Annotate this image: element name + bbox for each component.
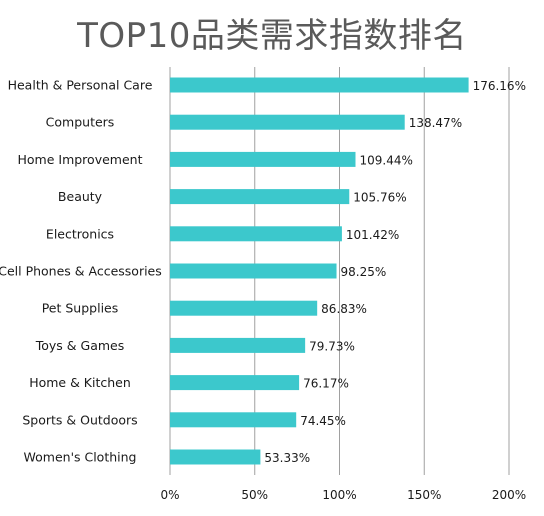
value-label: 74.45% xyxy=(300,414,346,428)
value-label: 98.25% xyxy=(341,265,387,279)
bar xyxy=(170,412,297,428)
bar xyxy=(170,300,318,316)
x-tick-label: 150% xyxy=(407,488,441,502)
category-label: Home Improvement xyxy=(18,152,143,167)
bar xyxy=(170,226,342,242)
bars xyxy=(170,77,469,465)
x-tick-label: 50% xyxy=(241,488,268,502)
bar xyxy=(170,263,337,279)
bar xyxy=(170,151,356,167)
bar xyxy=(170,77,469,93)
category-label: Toys & Games xyxy=(35,338,125,353)
x-tick-label: 0% xyxy=(160,488,179,502)
category-label: Health & Personal Care xyxy=(8,78,153,93)
value-label: 76.17% xyxy=(303,377,349,391)
category-labels: Health & Personal Care Computers Home Impr… xyxy=(0,78,162,465)
x-tick-label: 100% xyxy=(322,488,356,502)
chart-title: TOP10品类需求指数排名 xyxy=(77,16,467,56)
value-label: 86.83% xyxy=(321,302,367,316)
value-label: 109.44% xyxy=(360,153,413,167)
value-label: 79.73% xyxy=(309,339,355,353)
category-label: Beauty xyxy=(58,189,103,204)
category-label: Cell Phones & Accessories xyxy=(0,264,162,279)
category-label: Home & Kitchen xyxy=(29,375,131,390)
value-label: 105.76% xyxy=(353,191,406,205)
x-axis-tick-labels: 0% 50% 100% 150% 200% xyxy=(160,488,526,502)
value-labels: 176.16% 138.47% 109.44% 105.76% 101.42% 98.25… xyxy=(264,79,526,465)
bar xyxy=(170,449,261,465)
category-label: Pet Supplies xyxy=(42,301,119,316)
category-label: Women's Clothing xyxy=(24,450,137,465)
bar xyxy=(170,337,306,353)
bar xyxy=(170,114,405,130)
value-label: 53.33% xyxy=(264,451,310,465)
category-label: Computers xyxy=(46,115,115,130)
bar xyxy=(170,189,350,205)
value-label: 101.42% xyxy=(346,228,399,242)
x-tick-label: 200% xyxy=(492,488,526,502)
category-label: Sports & Outdoors xyxy=(22,412,137,427)
category-label: Electronics xyxy=(46,226,114,241)
value-label: 176.16% xyxy=(473,79,526,93)
value-label: 138.47% xyxy=(409,116,462,130)
bar xyxy=(170,375,300,391)
